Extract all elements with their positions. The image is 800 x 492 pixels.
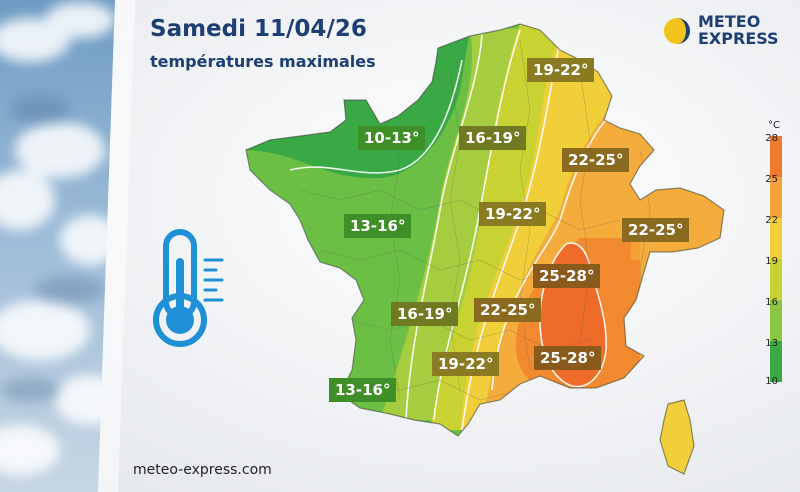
legend-tick: 13 <box>765 338 778 349</box>
color-scale-legend: °C 28 25 22 19 16 13 10 <box>744 120 800 400</box>
logo-line-2: EXPRESS <box>698 29 779 48</box>
region-label: 22-25° <box>622 218 690 242</box>
legend-color-bar <box>770 136 782 382</box>
region-label: 16-19° <box>459 126 527 150</box>
region-label: 16-19° <box>391 302 459 326</box>
region-label: 10-13° <box>358 126 426 150</box>
legend-tick: 25 <box>765 174 778 185</box>
legend-tick: 10 <box>765 376 778 387</box>
region-label: 13-16° <box>329 378 397 402</box>
region-label: 19-22° <box>527 58 595 82</box>
region-label: 19-22° <box>479 202 547 226</box>
region-label: 13-16° <box>344 214 412 238</box>
region-label: 25-28° <box>534 346 602 370</box>
logo-line-1: METEO <box>698 12 761 31</box>
legend-tick: 22 <box>765 215 778 226</box>
region-label: 25-28° <box>533 264 601 288</box>
region-label: 19-22° <box>432 352 500 376</box>
legend-tick: 16 <box>765 297 778 308</box>
region-label: 22-25° <box>562 148 630 172</box>
sun-moon-icon <box>664 18 690 44</box>
page-subtitle: températures maximales <box>150 52 376 71</box>
legend-tick: 19 <box>765 256 778 267</box>
page-title: Samedi 11/04/26 <box>150 16 367 42</box>
legend-unit: °C <box>768 120 780 131</box>
legend-tick: 28 <box>765 133 778 144</box>
thermometer-icon <box>153 229 224 347</box>
region-label: 22-25° <box>474 298 542 322</box>
brand-logo[interactable]: METEO EXPRESS <box>662 14 792 54</box>
site-url[interactable]: meteo-express.com <box>133 462 272 478</box>
